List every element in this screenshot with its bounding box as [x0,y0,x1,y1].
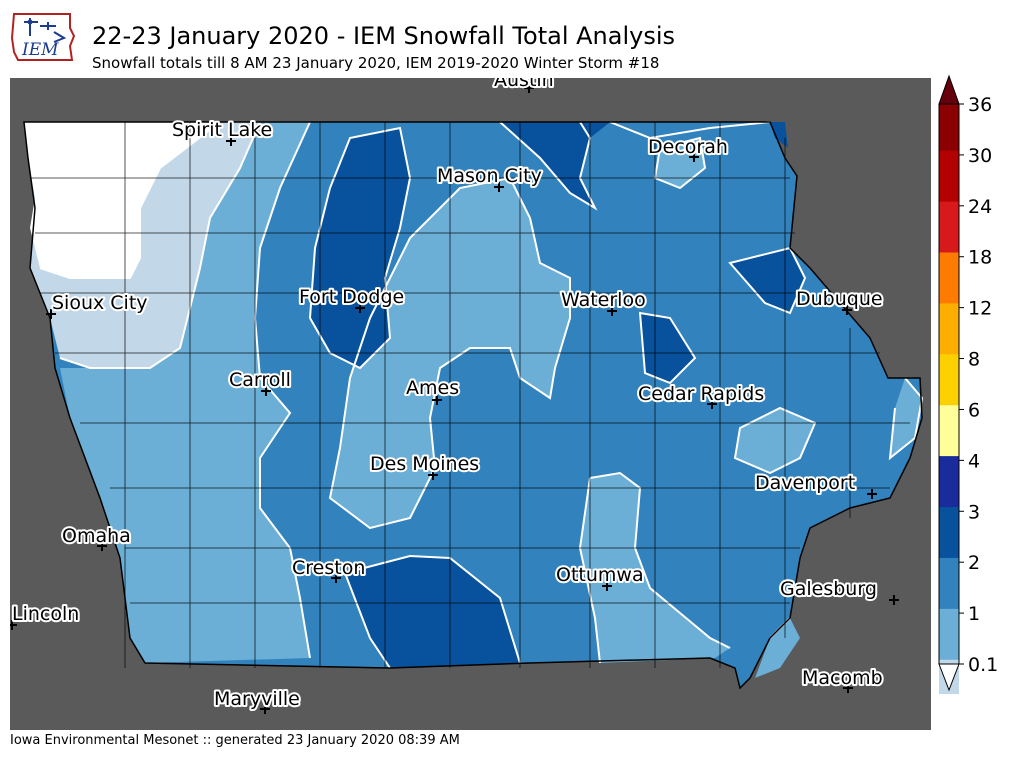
city-ames: Ames [404,375,461,405]
city-label-carroll: Carroll [229,369,291,391]
legend-band [939,460,959,508]
legend-tick-label: 24 [968,196,992,218]
city-label-cedar-rapids: Cedar Rapids [638,383,764,405]
legend-band [939,154,959,203]
city-lincoln: Lincoln [10,601,81,630]
zone-1-2-decorah [655,138,705,188]
city-label-sioux-city: Sioux City [52,292,148,314]
legend-band [939,562,959,610]
legend-band [939,205,959,253]
zone-1-2-west [60,122,310,663]
city-label-lincoln: Lincoln [12,603,79,625]
city-label-mason-city: Mason City [437,165,542,187]
iowa-outline [23,121,923,690]
city-label-spirit-lake: Spirit Lake [172,119,272,141]
city-maryville: Maryville [212,686,302,714]
county-lines [30,122,910,668]
zone-1-2-south [580,473,730,663]
legend-band [939,409,959,457]
iem-logo: IEM [10,13,76,61]
legend-bands [938,103,960,694]
city-davenport: Davenport [753,470,877,499]
legend-tick-label: 3 [968,501,980,523]
zone-1-2-east [735,408,815,473]
legend-tick-label: 2 [968,552,980,574]
footer-credit: Iowa Environmental Mesonet :: generated … [10,733,460,748]
city-label-macomb: Macomb [802,667,883,689]
city-label-fort-dodge: Fort Dodge [299,286,404,308]
legend-top-arrow [938,74,960,105]
contour-lines [39,121,924,669]
legend-band [939,307,959,355]
city-austin: Austin [492,78,556,93]
zone-3-4-ne [730,248,805,313]
city-label-des-moines: Des Moines [370,453,479,475]
city-label-austin: Austin [494,78,554,91]
legend-bottom-arrow [938,663,960,692]
legend-tick-label: 1 [968,603,980,625]
city-fort-dodge: Fort Dodge [297,284,406,313]
city-galesburg: Galesburg [778,576,899,605]
city-label-maryville: Maryville [214,688,300,710]
city-label-ottumwa: Ottumwa [556,564,644,586]
zone-3-4-north [500,122,610,208]
city-spirit-lake: Spirit Lake [170,117,274,146]
legend-tick-label: 6 [968,399,980,421]
legend-band [939,256,959,304]
city-label-omaha: Omaha [62,525,131,547]
legend-labels: 36 30 24 18 12 8 6 4 3 2 1 0.1 [959,94,998,676]
page-title: 22-23 January 2020 - IEM Snowfall Total … [92,22,675,50]
city-carroll: Carroll [227,367,293,396]
page-subtitle: Snowfall totals till 8 AM 23 January 202… [92,54,660,72]
snowfall-map: Austin Spirit Lake Decorah Mason City Si… [10,78,931,730]
city-label-davenport: Davenport [755,472,855,494]
city-des-moines: Des Moines [368,451,481,480]
legend-tick-label: 30 [968,145,992,167]
zone-no-snow [24,122,220,278]
city-markers: Austin Spirit Lake Decorah Mason City Si… [10,78,899,714]
city-label-dubuque: Dubuque [796,288,883,310]
city-label-galesburg: Galesburg [780,578,877,600]
legend-tick-label: 12 [968,298,992,320]
city-decorah: Decorah [646,134,730,162]
city-label-creston: Creston [292,557,365,579]
city-label-waterloo: Waterloo [561,289,646,311]
city-dubuque: Dubuque [794,286,885,315]
city-mason-city: Mason City [435,163,544,192]
city-cedar-rapids: Cedar Rapids [636,381,766,409]
city-omaha: Omaha [60,523,133,551]
legend-colorbar: 36 30 24 18 12 8 6 4 3 2 1 0.1 [938,74,998,694]
city-waterloo: Waterloo [559,287,648,316]
legend-band [939,613,959,661]
zone-1-2-se [755,618,800,678]
city-label-ames: Ames [406,377,459,399]
legend-tick-label: 8 [968,349,980,371]
legend-tick-label: 4 [968,450,980,472]
city-macomb: Macomb [800,665,885,693]
zone-3-4-east [770,122,788,148]
zone-3-4-creston [345,556,520,668]
city-label-decorah: Decorah [648,136,728,158]
legend-band [939,104,959,152]
zone-3-4-cedar [640,313,695,383]
legend-tick-label: 18 [968,247,992,269]
city-ottumwa: Ottumwa [554,562,646,591]
logo-text: IEM [21,40,59,60]
legend-tick-label: 36 [968,94,992,116]
city-sioux-city: Sioux City [46,290,150,319]
legend-band [939,511,959,559]
legend-band [939,358,959,406]
city-creston: Creston [290,555,367,583]
legend-tick-label: 0.1 [968,654,998,676]
